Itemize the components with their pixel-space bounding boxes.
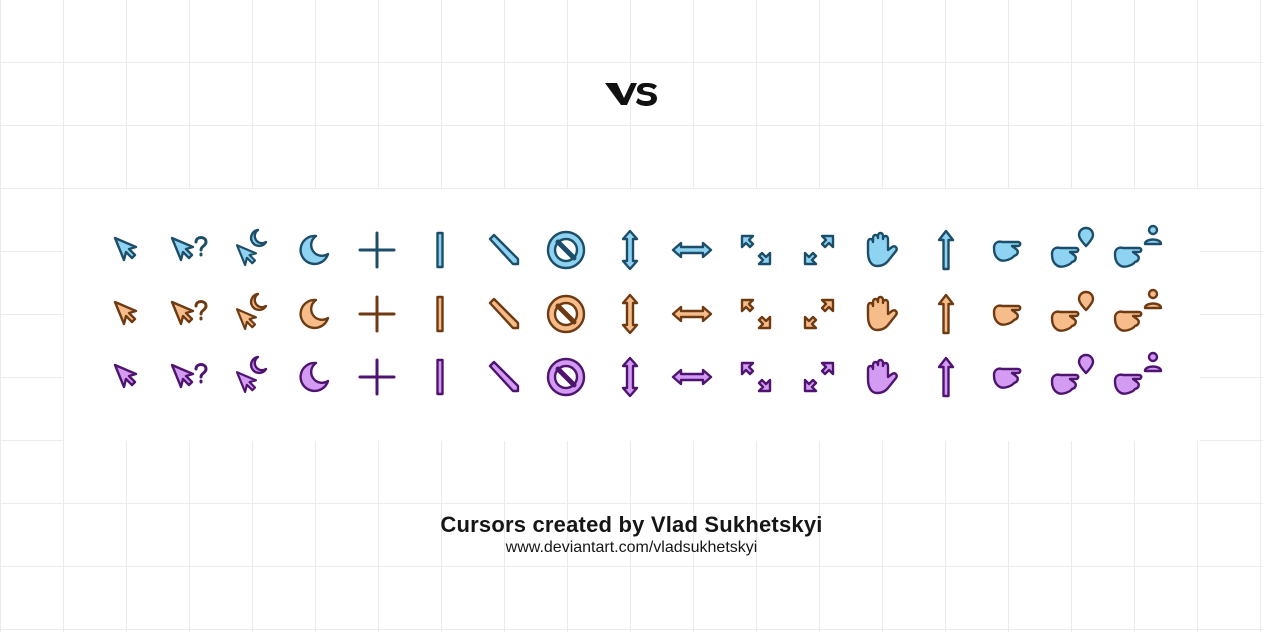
arrow-cursor-icon	[113, 300, 138, 326]
crosshair-cursor-icon	[358, 231, 396, 269]
diagonal-resize-2-cursor-icon	[803, 234, 835, 266]
text-cursor-icon	[436, 295, 444, 333]
link-cursor-icon	[992, 240, 1022, 262]
diagonal-resize-1-cursor-icon	[740, 234, 772, 266]
crosshair-cursor-icon	[358, 295, 396, 333]
busy-cursor-icon	[299, 361, 330, 393]
cursor-grid	[113, 224, 1163, 398]
alternate-cursor-icon	[937, 356, 955, 398]
person-cursor-icon	[1113, 351, 1163, 395]
credit-title: Cursors created by Vlad Sukhetskyi	[440, 512, 823, 537]
move-cursor-icon	[866, 295, 898, 332]
pen-cursor-icon	[488, 233, 520, 266]
horizontal-resize-cursor-icon	[671, 305, 713, 323]
help-cursor-icon	[170, 300, 208, 326]
text-cursor-icon	[436, 358, 444, 396]
diagonal-resize-2-cursor-icon	[803, 298, 835, 330]
vs-logo-icon	[605, 83, 657, 106]
unavailable-cursor-icon	[546, 294, 586, 334]
person-cursor-icon	[1113, 224, 1163, 268]
vertical-resize-cursor-icon	[621, 356, 639, 398]
working-cursor-icon	[235, 292, 268, 331]
help-cursor-icon	[170, 236, 208, 262]
pen-cursor-icon	[488, 360, 520, 393]
alternate-cursor-icon	[937, 293, 955, 335]
link-cursor-icon	[992, 304, 1022, 326]
arrow-cursor-icon	[113, 236, 138, 262]
cursor-preview-panel	[64, 189, 1200, 441]
working-cursor-icon	[235, 228, 268, 267]
busy-cursor-icon	[299, 234, 330, 266]
location-cursor-icon	[1050, 226, 1095, 268]
credit-url[interactable]: www.deviantart.com/vladsukhetskyi	[505, 539, 758, 556]
busy-cursor-icon	[299, 298, 330, 330]
vertical-resize-cursor-icon	[621, 293, 639, 335]
unavailable-cursor-icon	[546, 357, 586, 397]
credit-block: Cursors created by Vlad Sukhetskyi www.d…	[0, 512, 1263, 558]
diagonal-resize-2-cursor-icon	[803, 361, 835, 393]
link-cursor-icon	[992, 367, 1022, 389]
person-cursor-icon	[1113, 288, 1163, 332]
alternate-cursor-icon	[937, 229, 955, 271]
crosshair-cursor-icon	[358, 358, 396, 396]
move-cursor-icon	[866, 358, 898, 395]
working-cursor-icon	[235, 355, 268, 394]
pen-cursor-icon	[488, 297, 520, 330]
move-cursor-icon	[866, 231, 898, 268]
location-cursor-icon	[1050, 353, 1095, 395]
location-cursor-icon	[1050, 290, 1095, 332]
help-cursor-icon	[170, 363, 208, 389]
arrow-cursor-icon	[113, 363, 138, 389]
text-cursor-icon	[436, 231, 444, 269]
vertical-resize-cursor-icon	[621, 229, 639, 271]
horizontal-resize-cursor-icon	[671, 241, 713, 259]
diagonal-resize-1-cursor-icon	[740, 298, 772, 330]
unavailable-cursor-icon	[546, 230, 586, 270]
horizontal-resize-cursor-icon	[671, 368, 713, 386]
diagonal-resize-1-cursor-icon	[740, 361, 772, 393]
